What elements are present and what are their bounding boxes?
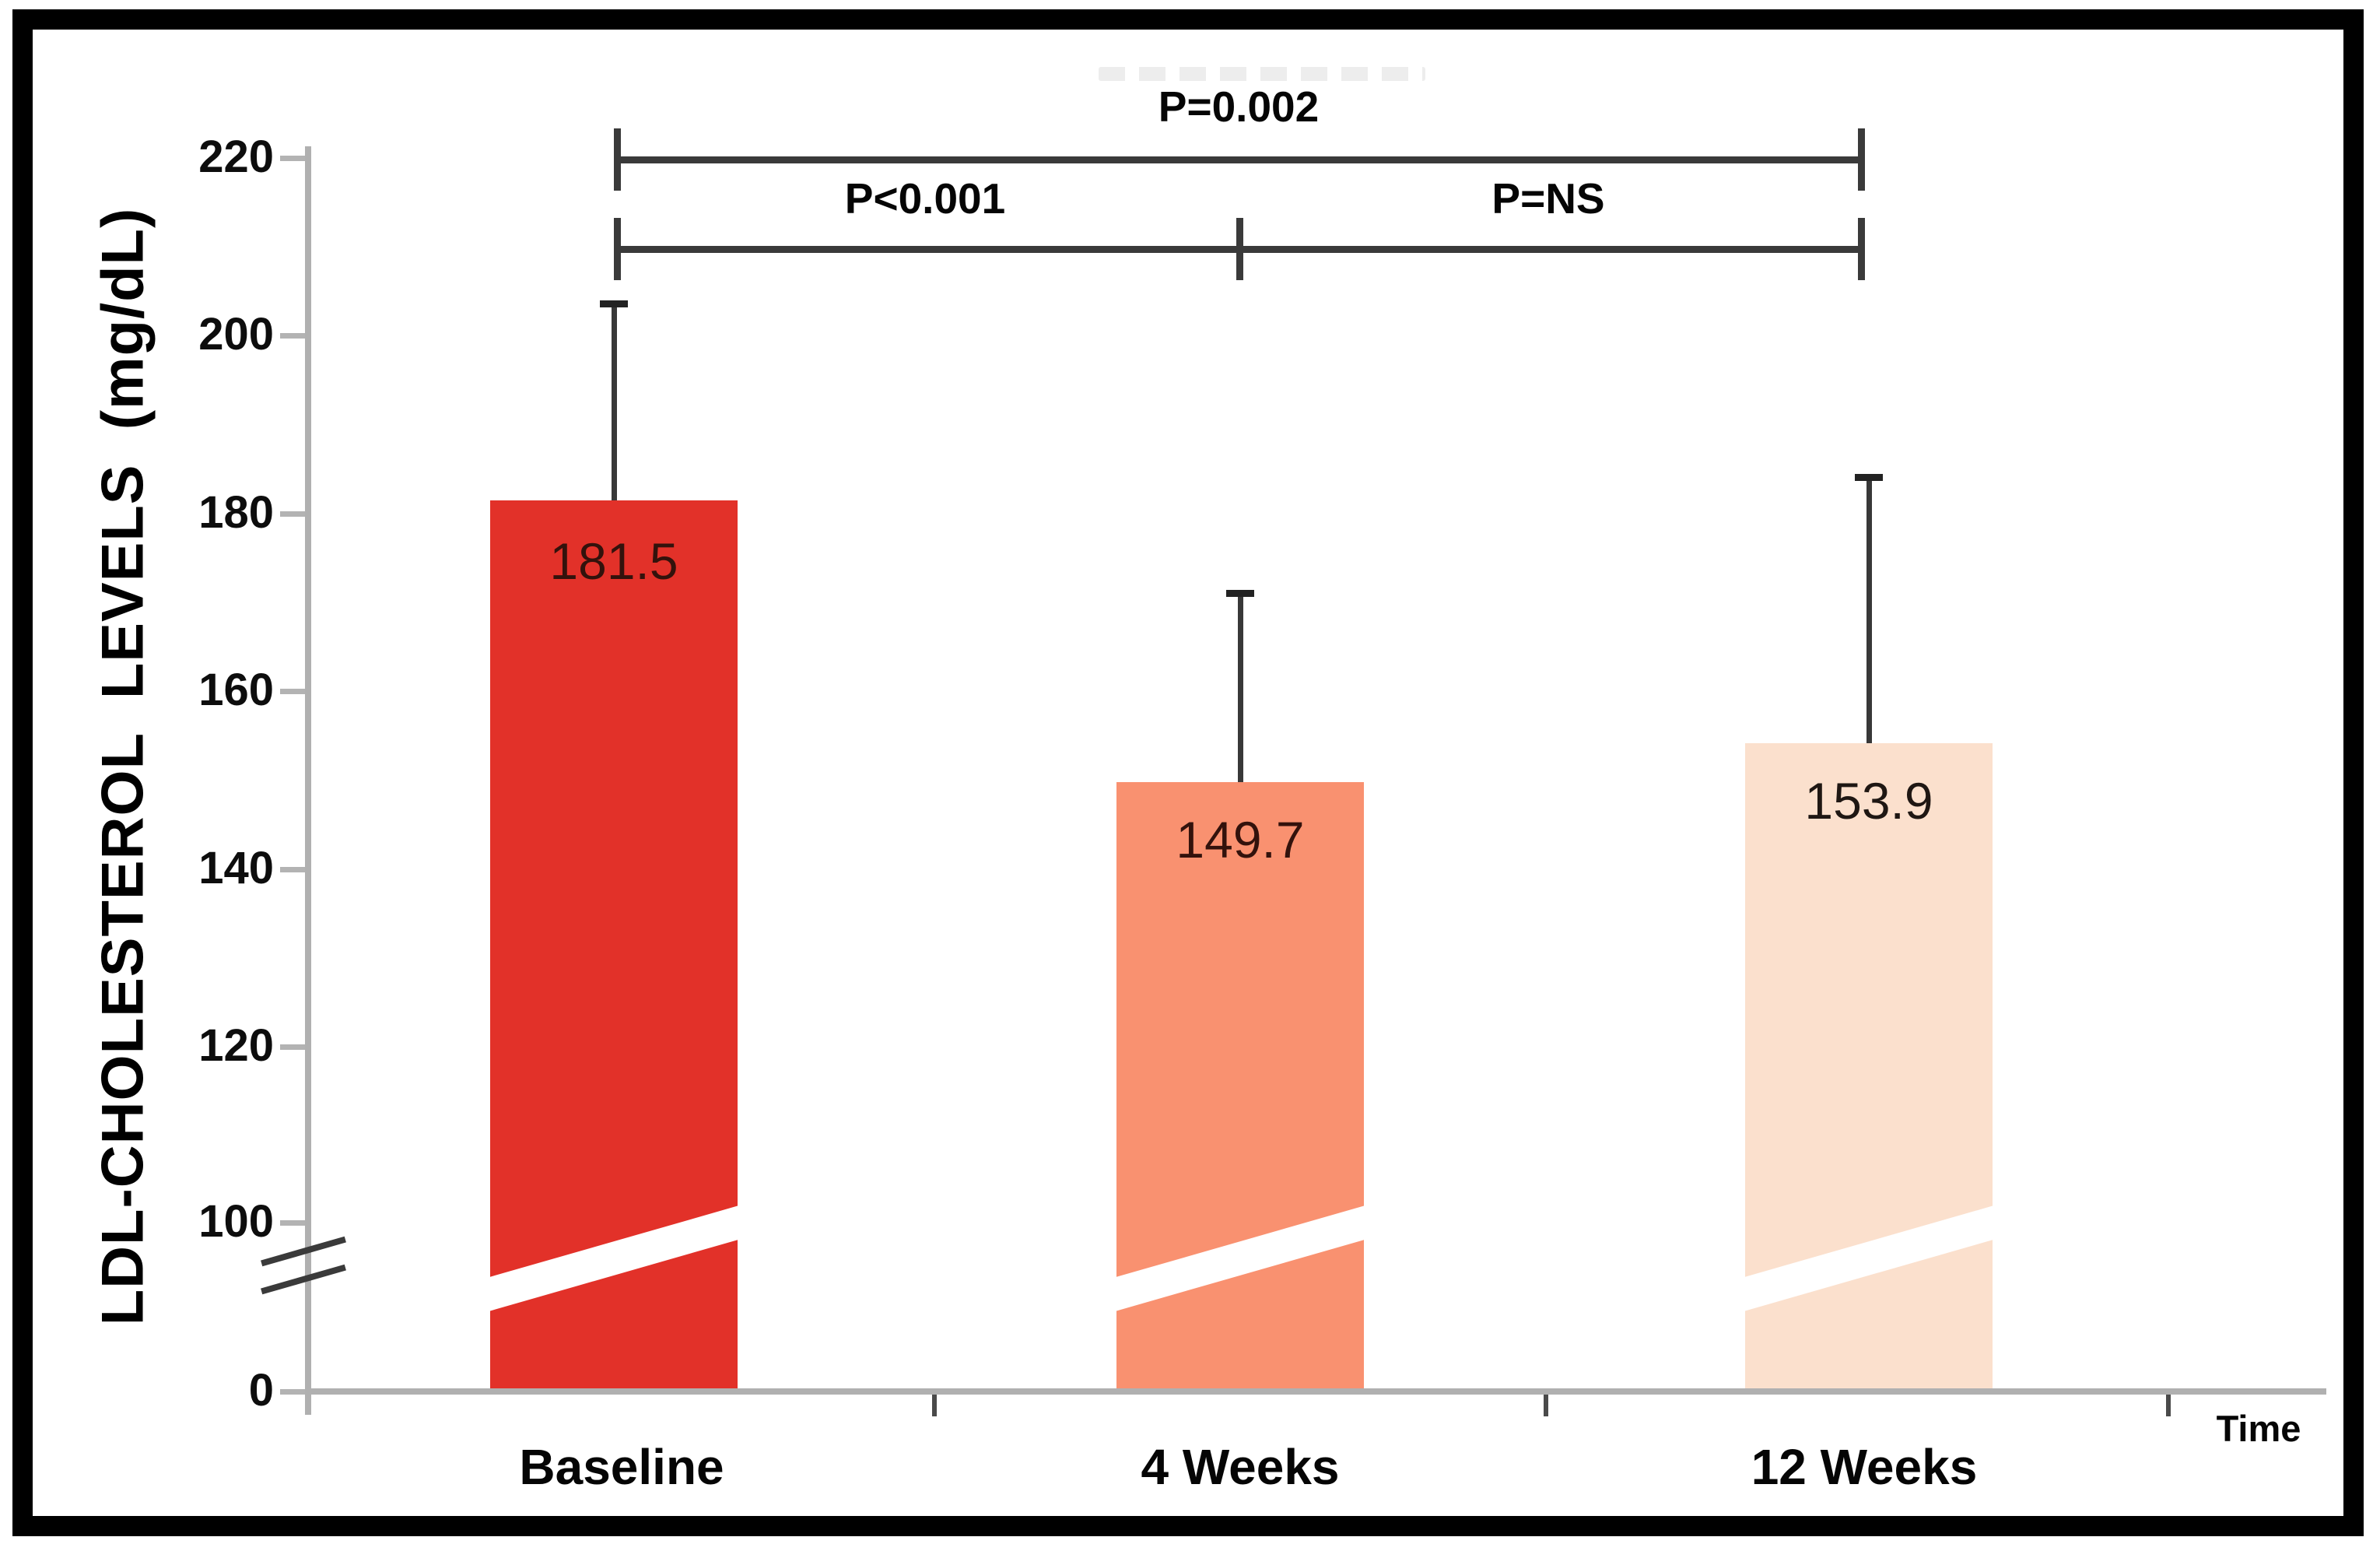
x-tick-1 — [932, 1395, 937, 1416]
y-tick-180 — [280, 511, 305, 517]
y-tick-160 — [280, 689, 305, 694]
y-axis-line — [305, 146, 311, 1415]
error-bar-12weeks — [1866, 478, 1872, 745]
p-value-baseline-vs-12weeks: P=0.002 — [1158, 82, 1320, 131]
bar-value-4weeks: 149.7 — [1176, 811, 1305, 868]
y-tick-label-160: 160 — [198, 665, 274, 715]
y-tick-120 — [280, 1044, 305, 1050]
y-tick-label-120: 120 — [198, 1020, 274, 1071]
bar-12weeks-break-band — [1745, 1199, 1993, 1318]
bar-4weeks-break-band — [1116, 1199, 1364, 1318]
bar-baseline-break-band — [490, 1199, 738, 1318]
y-tick-label-100: 100 — [198, 1196, 274, 1247]
y-axis-title: LDL-CHOLESTEROL LEVELS (mg/dL) — [89, 207, 156, 1326]
y-tick-100 — [280, 1220, 305, 1226]
sig-bracket-low-middle-tick — [1236, 218, 1243, 280]
y-tick-label-180: 180 — [198, 487, 274, 538]
y-tick-label-200: 200 — [198, 309, 274, 360]
x-tick-2 — [1544, 1395, 1548, 1416]
x-axis-line — [305, 1388, 2326, 1395]
y-tick-label-220: 220 — [198, 132, 274, 182]
sig-bracket-baseline-12weeks — [614, 156, 1865, 163]
sig-bracket-low-left-tick — [614, 218, 621, 280]
bar-value-baseline: 181.5 — [549, 532, 678, 590]
error-bar-cap-baseline — [600, 300, 628, 307]
x-label-12weeks: 12 Weeks — [1751, 1439, 1978, 1495]
x-label-baseline: Baseline — [519, 1439, 724, 1495]
sig-bracket-top-left-tick — [614, 128, 621, 191]
cropped-title-artifact — [1099, 67, 1425, 81]
error-bar-cap-4weeks — [1226, 590, 1254, 597]
p-value-baseline-vs-4weeks: P<0.001 — [844, 174, 1006, 223]
error-bar-cap-12weeks — [1855, 474, 1883, 481]
bar-baseline — [490, 500, 738, 1391]
sig-bracket-low-right-tick — [1858, 218, 1865, 280]
bar-4weeks — [1116, 782, 1364, 1391]
x-tick-3 — [2166, 1395, 2171, 1416]
x-label-4weeks: 4 Weeks — [1141, 1439, 1340, 1495]
figure-border — [12, 9, 2364, 1536]
bar-12weeks — [1745, 743, 1993, 1391]
p-value-4weeks-vs-12weeks: P=NS — [1491, 174, 1605, 223]
error-bar-baseline — [612, 304, 617, 502]
y-tick-0 — [280, 1389, 305, 1395]
x-axis-title: Time — [2216, 1408, 2301, 1449]
bar-value-12weeks: 153.9 — [1804, 772, 1933, 830]
y-tick-220 — [280, 156, 305, 161]
y-tick-label-140: 140 — [198, 843, 274, 893]
error-bar-4weeks — [1238, 594, 1243, 784]
y-tick-label-0: 0 — [248, 1365, 274, 1416]
y-tick-200 — [280, 333, 305, 339]
sig-bracket-top-right-tick — [1858, 128, 1865, 191]
y-tick-140 — [280, 867, 305, 872]
